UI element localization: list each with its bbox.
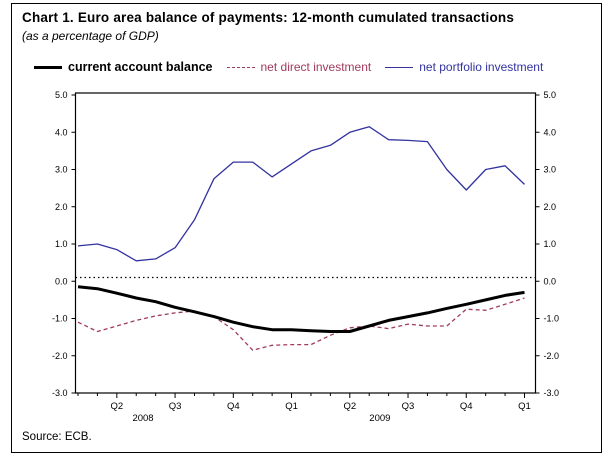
svg-text:-3.0: -3.0 xyxy=(544,388,560,398)
svg-text:Q2: Q2 xyxy=(110,401,123,412)
chart-subtitle: (as a percentage of GDP) xyxy=(22,29,159,43)
svg-text:3.0: 3.0 xyxy=(544,165,557,175)
svg-text:-2.0: -2.0 xyxy=(544,351,560,361)
figure-border xyxy=(11,3,602,453)
svg-text:5.0: 5.0 xyxy=(55,90,68,100)
svg-text:-1.0: -1.0 xyxy=(544,314,560,324)
svg-text:Q1: Q1 xyxy=(518,401,531,412)
svg-text:0.0: 0.0 xyxy=(544,276,557,286)
svg-text:4.0: 4.0 xyxy=(544,127,557,137)
svg-text:Q3: Q3 xyxy=(169,401,182,412)
legend-item-current-account: current account balance xyxy=(34,60,213,74)
svg-text:Q4: Q4 xyxy=(460,401,473,412)
svg-text:Q3: Q3 xyxy=(402,401,415,412)
svg-text:2008: 2008 xyxy=(132,413,153,424)
chart-legend: current account balance net direct inves… xyxy=(34,60,543,74)
legend-item-portfolio-investment: net portfolio investment xyxy=(385,60,543,74)
svg-text:Q4: Q4 xyxy=(227,401,240,412)
chart-title: Chart 1. Euro area balance of payments: … xyxy=(22,10,515,25)
svg-text:3.0: 3.0 xyxy=(55,165,68,175)
svg-text:Q2: Q2 xyxy=(343,401,356,412)
legend-label-portfolio-investment: net portfolio investment xyxy=(419,60,544,74)
svg-text:1.0: 1.0 xyxy=(55,239,68,249)
portfolio-investment-line-swatch xyxy=(385,66,414,68)
legend-item-direct-investment: net direct investment xyxy=(226,60,372,74)
current-account-line-swatch xyxy=(34,65,62,69)
direct-investment-line-swatch xyxy=(226,66,255,68)
svg-text:-2.0: -2.0 xyxy=(52,351,68,361)
svg-text:-3.0: -3.0 xyxy=(52,388,68,398)
svg-text:2009: 2009 xyxy=(369,413,390,424)
svg-text:-1.0: -1.0 xyxy=(52,314,68,324)
legend-label-current-account: current account balance xyxy=(68,60,213,74)
svg-text:2.0: 2.0 xyxy=(55,202,68,212)
svg-text:4.0: 4.0 xyxy=(55,127,68,137)
legend-label-direct-investment: net direct investment xyxy=(260,60,372,74)
svg-text:Q1: Q1 xyxy=(285,401,298,412)
source-note: Source: ECB. xyxy=(22,431,92,443)
svg-text:5.0: 5.0 xyxy=(544,90,557,100)
svg-text:0.0: 0.0 xyxy=(55,276,68,286)
svg-text:2.0: 2.0 xyxy=(544,202,557,212)
svg-text:1.0: 1.0 xyxy=(544,239,557,249)
